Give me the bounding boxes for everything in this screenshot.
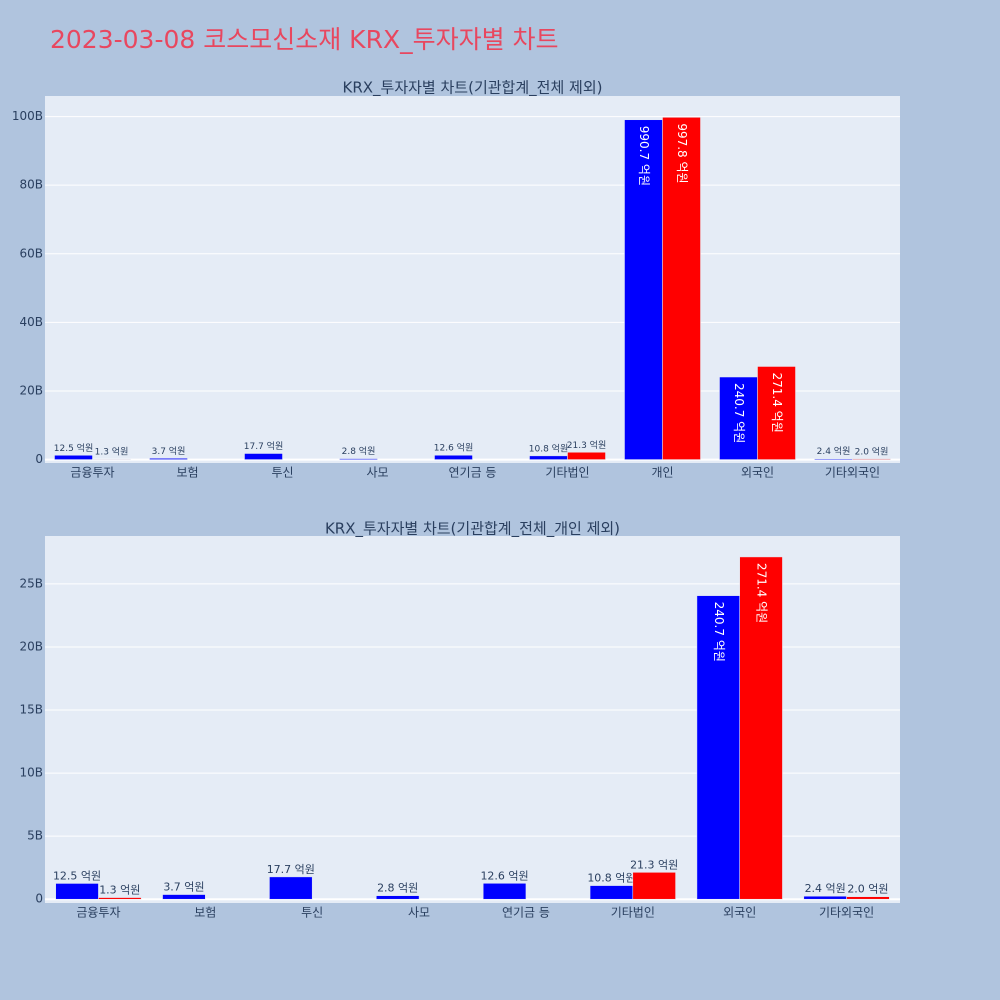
- x-tick-label: 연기금 등: [502, 906, 550, 920]
- bar: [269, 876, 313, 900]
- x-tick-label: 기타외국인: [825, 466, 880, 480]
- value-label: 21.3 억원: [567, 439, 606, 451]
- x-tick-label: 보험: [194, 906, 216, 920]
- value-label: 2.8 억원: [342, 445, 376, 457]
- value-label: 12.5 억원: [54, 442, 93, 454]
- value-label: 2.8 억원: [377, 882, 418, 895]
- y-tick-label: 15B: [19, 703, 43, 717]
- bar: [244, 453, 283, 460]
- chart-subtitle: KRX_투자자별 차트(기관합계_전체 제외): [343, 79, 603, 98]
- x-tick-label: 투신: [301, 906, 323, 920]
- x-tick-label: 금융투자: [70, 466, 114, 480]
- value-label: 2.4 억원: [817, 445, 851, 457]
- bar: [696, 595, 740, 900]
- bar: [814, 458, 853, 460]
- y-tick-label: 80B: [19, 178, 43, 192]
- chart-subtitle: KRX_투자자별 차트(기관합계_전체_개인 제외): [325, 520, 620, 539]
- bar: [632, 872, 676, 900]
- value-label: 2.0 억원: [847, 883, 888, 896]
- value-label: 3.7 억원: [163, 881, 204, 894]
- bar: [55, 883, 99, 900]
- value-label: 2.0 억원: [855, 445, 889, 457]
- value-label: 12.6 억원: [434, 442, 473, 454]
- x-tick-label: 투신: [271, 466, 293, 480]
- value-label: 1.3 억원: [95, 446, 129, 458]
- x-tick-label: 보험: [176, 466, 198, 480]
- bar: [757, 366, 796, 460]
- y-tick-label: 5B: [27, 829, 43, 843]
- bar: [739, 556, 783, 900]
- x-tick-label: 개인: [651, 466, 673, 480]
- value-label: 990.7 억원: [637, 126, 651, 186]
- x-tick-label: 기타법인: [611, 906, 655, 920]
- x-tick-label: 외국인: [723, 906, 756, 920]
- bar: [719, 376, 758, 460]
- y-tick-label: 60B: [19, 246, 43, 260]
- y-tick-label: 0: [35, 452, 43, 466]
- value-label: 240.7 억원: [712, 602, 726, 662]
- bar: [98, 897, 142, 900]
- value-label: 997.8 억원: [675, 123, 689, 183]
- x-tick-label: 기타법인: [545, 466, 589, 480]
- bar: [339, 458, 378, 460]
- y-tick-label: 100B: [12, 109, 43, 123]
- y-tick-label: 0: [35, 892, 43, 906]
- bar: [529, 455, 568, 460]
- y-tick-label: 10B: [19, 766, 43, 780]
- value-label: 17.7 억원: [244, 440, 283, 452]
- bar: [803, 895, 847, 900]
- bar: [162, 894, 206, 900]
- value-label: 1.3 억원: [99, 884, 140, 897]
- y-tick-label: 20B: [19, 639, 43, 653]
- bar: [589, 885, 634, 900]
- value-label: 240.7 억원: [732, 383, 746, 443]
- bar: [846, 896, 890, 900]
- value-label: 271.4 억원: [770, 372, 784, 432]
- value-label: 10.8 억원: [529, 442, 568, 454]
- bar: [149, 458, 188, 460]
- bar: [662, 117, 701, 460]
- x-tick-label: 사모: [408, 906, 430, 920]
- bar: [852, 458, 891, 460]
- bar: [482, 883, 527, 900]
- bar: [624, 119, 663, 460]
- value-label: 12.5 억원: [53, 869, 101, 882]
- x-tick-label: 외국인: [741, 466, 774, 480]
- y-tick-label: 25B: [19, 576, 43, 590]
- x-tick-label: 사모: [366, 466, 388, 480]
- value-label: 17.7 억원: [267, 863, 315, 876]
- bar: [54, 455, 93, 460]
- value-label: 21.3 억원: [630, 858, 678, 871]
- bar: [376, 895, 420, 900]
- page-title: 2023-03-08 코스모신소재 KRX_투자자별 차트: [50, 25, 559, 54]
- y-tick-label: 40B: [19, 315, 43, 329]
- value-label: 10.8 억원: [587, 872, 635, 885]
- bar: [434, 454, 473, 460]
- value-label: 12.6 억원: [480, 869, 528, 882]
- y-tick-label: 20B: [19, 383, 43, 397]
- value-label: 2.4 억원: [805, 882, 846, 895]
- value-label: 271.4 억원: [755, 563, 769, 623]
- value-label: 3.7 억원: [152, 445, 186, 457]
- bar: [567, 452, 606, 460]
- x-tick-label: 금융투자: [76, 906, 120, 920]
- x-tick-label: 기타외국인: [819, 906, 874, 920]
- x-tick-label: 연기금 등: [449, 466, 497, 480]
